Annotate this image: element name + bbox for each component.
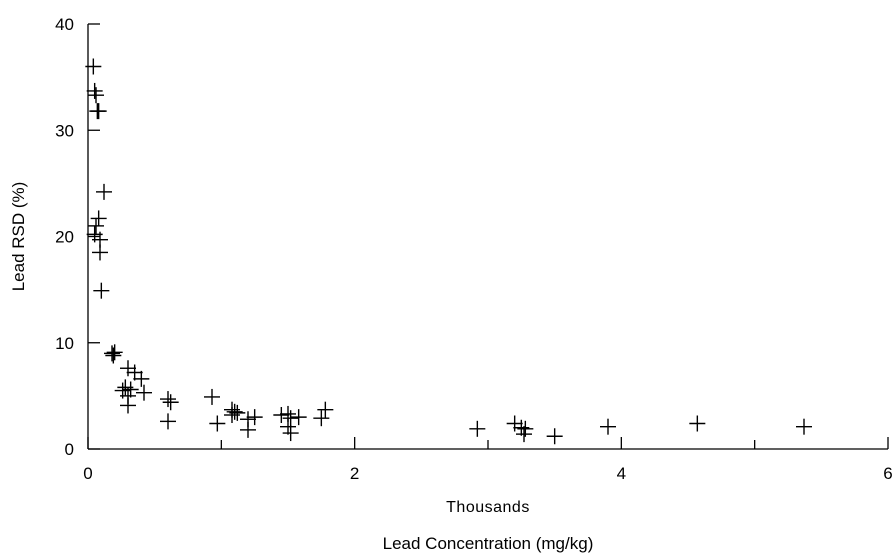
data-point bbox=[120, 360, 136, 377]
x-axis-unit-label: Thousands bbox=[446, 499, 530, 516]
y-axis-title: Lead RSD (%) bbox=[9, 182, 28, 292]
data-point bbox=[226, 403, 243, 420]
y-tick-label: 0 bbox=[65, 440, 74, 459]
y-tick-label: 20 bbox=[55, 228, 74, 247]
x-tick-label: 0 bbox=[83, 464, 92, 483]
data-point bbox=[160, 413, 176, 430]
data-point bbox=[224, 407, 240, 423]
y-axis-ticks: 0 10 20 30 40 bbox=[55, 15, 100, 459]
data-points bbox=[85, 58, 812, 445]
data-point bbox=[122, 381, 139, 398]
data-point bbox=[105, 347, 122, 364]
data-point bbox=[689, 415, 706, 432]
x-tick-label: 2 bbox=[350, 464, 359, 483]
data-point bbox=[600, 418, 616, 435]
data-point bbox=[469, 420, 486, 437]
data-point bbox=[120, 397, 136, 414]
data-point bbox=[160, 391, 176, 408]
data-point bbox=[796, 418, 812, 435]
data-point bbox=[92, 244, 108, 261]
data-point bbox=[240, 421, 256, 438]
y-tick-label: 40 bbox=[55, 15, 74, 34]
data-point bbox=[133, 370, 150, 387]
data-point bbox=[506, 415, 523, 432]
data-point bbox=[282, 425, 299, 442]
data-point bbox=[280, 418, 296, 435]
data-point bbox=[85, 58, 102, 75]
y-tick-label: 30 bbox=[55, 121, 74, 140]
x-axis-ticks: 0 2 4 6 bbox=[83, 437, 893, 483]
data-point bbox=[93, 282, 110, 299]
data-point bbox=[136, 384, 152, 401]
data-point bbox=[282, 410, 299, 427]
plot-area bbox=[87, 24, 888, 450]
data-point bbox=[313, 410, 330, 427]
data-point bbox=[246, 409, 263, 426]
data-point bbox=[88, 87, 104, 104]
data-point bbox=[290, 409, 307, 426]
data-point bbox=[126, 364, 143, 381]
x-axis-title: Lead Concentration (mg/kg) bbox=[383, 534, 594, 553]
data-point bbox=[88, 217, 104, 234]
data-point bbox=[273, 407, 290, 423]
data-point bbox=[86, 82, 103, 99]
data-point bbox=[209, 415, 226, 432]
data-point bbox=[546, 428, 563, 445]
data-point bbox=[90, 210, 107, 227]
data-point bbox=[106, 344, 123, 361]
x-tick-label: 4 bbox=[617, 464, 626, 483]
data-point bbox=[96, 183, 112, 200]
data-point bbox=[513, 419, 530, 436]
data-point bbox=[90, 103, 107, 120]
x-tick-label: 6 bbox=[883, 464, 892, 483]
data-point bbox=[162, 394, 179, 411]
data-point bbox=[317, 401, 334, 418]
data-point bbox=[204, 388, 220, 405]
y-tick-label: 10 bbox=[55, 334, 74, 353]
data-point bbox=[104, 345, 120, 362]
data-point bbox=[516, 426, 532, 443]
